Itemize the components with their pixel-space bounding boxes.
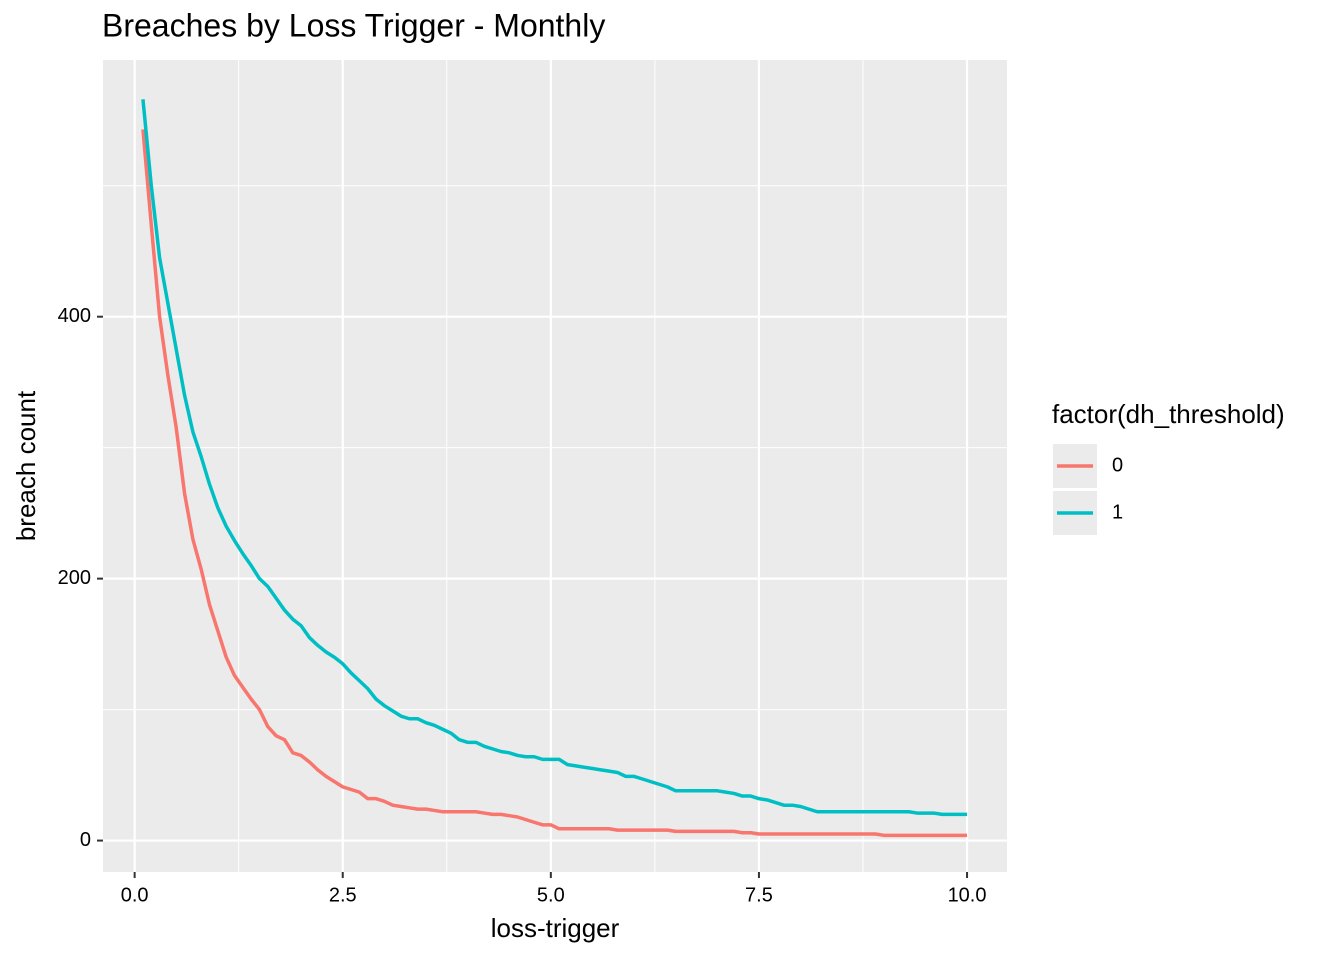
panel (103, 60, 1007, 872)
y-tick-label: 0 (80, 829, 91, 851)
x-tick-label: 0.0 (121, 884, 149, 906)
y-tick-label: 200 (58, 567, 91, 589)
x-tick-label: 2.5 (329, 884, 357, 906)
chart-title: Breaches by Loss Trigger - Monthly (102, 7, 605, 43)
line (141, 99, 968, 817)
y-tick-label: 400 (58, 305, 91, 327)
x-tick-label: 10.0 (948, 884, 987, 906)
legend-label: 0 (1112, 454, 1123, 476)
line (141, 129, 968, 838)
y-axis-label: breach count (11, 390, 41, 541)
x-tick-label: 7.5 (745, 884, 773, 906)
lines (141, 99, 968, 838)
x-tick-label: 5.0 (537, 884, 565, 906)
legend: 01 (1053, 444, 1123, 535)
legend-label: 1 (1112, 501, 1123, 523)
axes: 0 200 400 0.0 2.5 5.0 7.5 10.0 (58, 305, 987, 906)
x-axis-label: loss-trigger (491, 913, 620, 943)
legend-title: factor(dh_threshold) (1052, 399, 1285, 429)
grid (103, 60, 1007, 872)
